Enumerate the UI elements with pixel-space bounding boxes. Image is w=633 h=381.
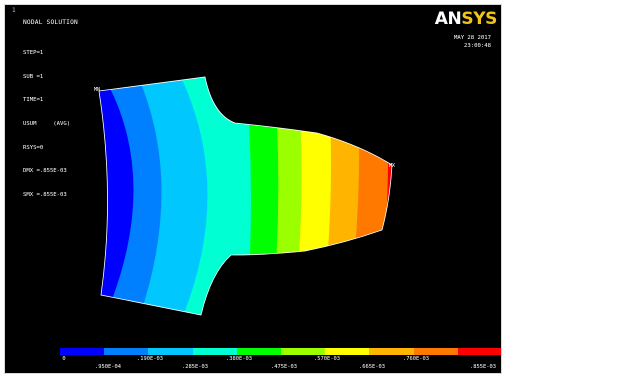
graphics-window[interactable]: 1 NODAL SOLUTION STEP=1 SUB =1 TIME=1 US…: [4, 4, 502, 374]
date-time-stamp: MAY 28 2017 23:00:48: [454, 35, 491, 51]
legend-swatch: [280, 348, 326, 355]
legend-tick-top: .760E-03: [403, 356, 429, 362]
legend-tick-bottom: .665E-03: [359, 364, 385, 370]
date-text: MAY 28 2017: [453, 35, 491, 41]
legend-swatch: [369, 348, 414, 355]
legend-swatch: [148, 348, 193, 355]
solution-info: STEP=1 SUB =1 TIME=1 USUM (AVG) RSYS=0 D…: [23, 34, 70, 216]
legend-tick-bottom: .285E-03: [182, 364, 208, 370]
model-outline: [98, 76, 393, 316]
legend-swatch: [457, 348, 501, 355]
info-rsys: RSYS=0: [23, 144, 44, 151]
legend-swatch: [325, 348, 370, 355]
ansys-logo: ANSYS: [434, 9, 498, 29]
time-text: 23:00:48: [464, 42, 491, 49]
window-number: 1: [12, 7, 16, 14]
legend-swatch: [236, 348, 281, 355]
logo-an: AN: [434, 9, 462, 29]
legend-color-bar: [60, 348, 501, 355]
contour-model[interactable]: MN MX: [5, 5, 502, 374]
legend-swatch: [60, 348, 105, 355]
legend-tick-bottom: .475E-03: [271, 364, 297, 370]
info-usum: USUM (AVG): [23, 120, 71, 127]
info-smx: SMX =.855E-03: [23, 192, 67, 199]
mn-label: MN: [94, 87, 100, 93]
info-dmx: DMX =.855E-03: [23, 168, 67, 175]
legend-tick-bottom: .855E-03: [470, 364, 496, 370]
legend-tick-top: .190E-03: [137, 356, 163, 362]
legend-tick-bottom: .950E-04: [95, 364, 121, 370]
info-step: STEP=1: [23, 49, 44, 56]
info-time: TIME=1: [23, 97, 44, 104]
mx-label: MX: [389, 163, 395, 169]
legend-swatch: [413, 348, 458, 355]
legend-tick-top: .570E-03: [314, 356, 340, 362]
contour-bands: [99, 77, 392, 315]
legend-swatch: [104, 348, 149, 355]
logo-sys: SYS: [461, 9, 497, 29]
solution-title: NODAL SOLUTION: [23, 19, 78, 26]
legend-tick-top: 0: [62, 356, 66, 362]
legend-tick-top: .380E-03: [226, 356, 252, 362]
legend-swatch: [192, 348, 237, 355]
band-1: [99, 77, 134, 315]
info-sub: SUB =1: [23, 73, 44, 80]
